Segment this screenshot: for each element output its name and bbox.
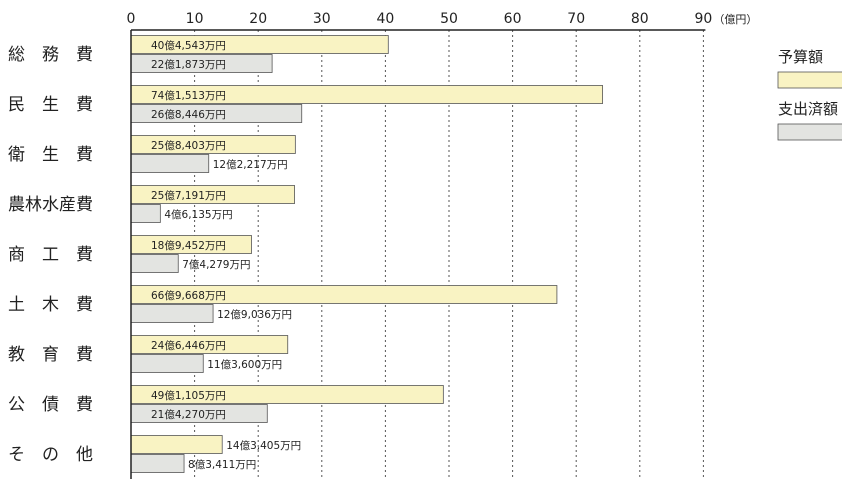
budget-value-label: 25億7,191万円 [151,189,226,202]
expenditure-value-label: 21億4,270万円 [151,408,226,421]
x-tick-label: 30 [313,11,331,27]
budget-value-label: 24億6,446万円 [151,339,226,352]
legend-swatch [777,71,842,89]
expenditure-value-label: 12億2,217万円 [213,158,288,171]
budget-bar [130,435,223,454]
x-tick-label: 80 [631,11,649,27]
expenditure-bar [130,354,204,373]
x-tick-label: 90 [694,11,712,27]
expenditure-value-label: 12億9,036万円 [217,308,292,321]
x-tick-label: 20 [249,11,267,27]
budget-value-label: 18億9,452万円 [151,239,226,252]
category-label: 商 工 費 [8,245,93,265]
x-tick-label: 60 [504,11,522,27]
expenditure-bar [130,204,161,223]
budget-value-label: 40億4,543万円 [151,39,226,52]
budget-value-label: 25億8,403万円 [151,139,226,152]
category-label: 農林水産費 [8,195,93,215]
expenditure-bar [130,154,210,173]
expenditure-value-label: 11億3,600万円 [207,358,282,371]
x-tick-label: 0 [127,11,136,27]
x-tick-label: 40 [376,11,394,27]
legend-label: 予算額 [778,48,823,66]
category-label: 民 生 費 [8,95,93,115]
expenditure-bar [130,454,185,473]
expenditure-bar [130,254,179,273]
budget-value-label: 49億1,105万円 [151,389,226,402]
budget-value-label: 74億1,513万円 [151,89,226,102]
category-label: そ の 他 [8,445,93,465]
axis-layer: 0 10 20 30 40 50 60 70 80 90 （億円） [127,11,757,479]
category-label: 教 育 費 [8,345,93,365]
expenditure-bar [130,304,214,323]
x-tick-label: 50 [440,11,458,27]
budget-value-label: 14億3,405万円 [226,439,301,452]
category-label: 衛 生 費 [8,145,93,165]
unit-label: （億円） [713,13,757,26]
expenditure-value-label: 8億3,411万円 [188,458,256,471]
expenditure-value-label: 4億6,135万円 [164,208,232,221]
expenditure-value-label: 26億8,446万円 [151,108,226,121]
category-label: 公 債 費 [8,395,93,415]
legend-label: 支出済額 [778,100,838,118]
expenditure-value-label: 22億1,873万円 [151,58,226,71]
legend-swatch [777,123,842,141]
budget-value-label: 66億9,668万円 [151,289,226,302]
x-tick-label: 10 [186,11,204,27]
expenditure-value-label: 7億4,279万円 [182,258,250,271]
category-label: 総 務 費 [8,45,93,65]
x-tick-label: 70 [567,11,585,27]
category-label: 土 木 費 [8,295,93,315]
